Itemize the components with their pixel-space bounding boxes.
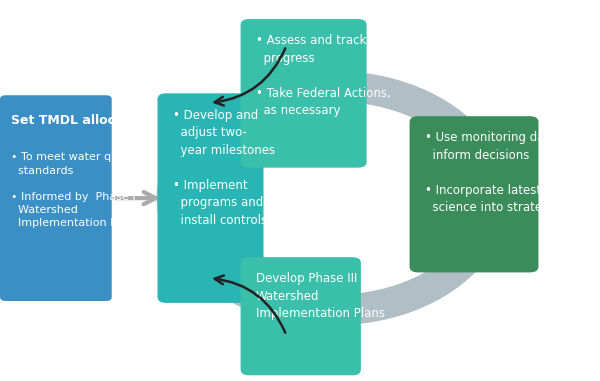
Text: • To meet water quality
  standards

• Informed by  Phase I
  Watershed
  Implem: • To meet water quality standards • Info… bbox=[11, 152, 143, 228]
FancyBboxPatch shape bbox=[158, 93, 263, 303]
Text: • Use monitoring data to
  inform decisions

• Incorporate latest
  science into: • Use monitoring data to inform decision… bbox=[425, 131, 572, 215]
Text: • Assess and track
  progress

• Take Federal Actions,
  as necessary: • Assess and track progress • Take Feder… bbox=[256, 34, 391, 117]
Text: • Develop and
  adjust two-
  year milestones

• Implement
  programs and
  inst: • Develop and adjust two- year milestone… bbox=[173, 109, 275, 227]
FancyBboxPatch shape bbox=[241, 19, 367, 168]
FancyBboxPatch shape bbox=[241, 257, 361, 375]
FancyBboxPatch shape bbox=[0, 95, 112, 301]
Text: Set TMDL allocations: Set TMDL allocations bbox=[11, 114, 159, 127]
FancyBboxPatch shape bbox=[410, 116, 538, 272]
Text: Develop Phase III
Watershed
Implementation Plans: Develop Phase III Watershed Implementati… bbox=[256, 272, 385, 320]
